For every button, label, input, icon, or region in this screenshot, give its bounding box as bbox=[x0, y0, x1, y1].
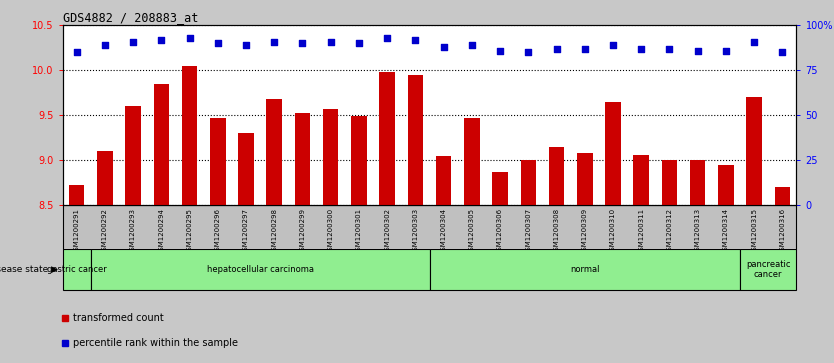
Bar bbox=[323, 109, 339, 363]
Bar bbox=[408, 75, 423, 363]
Point bbox=[352, 40, 365, 46]
Point bbox=[154, 37, 168, 43]
Bar bbox=[294, 114, 310, 363]
Bar bbox=[153, 84, 169, 363]
Bar bbox=[520, 160, 536, 363]
Bar bbox=[492, 172, 508, 363]
Point bbox=[635, 46, 648, 52]
Point bbox=[719, 48, 732, 53]
Point bbox=[550, 46, 563, 52]
Point bbox=[239, 42, 253, 48]
Bar bbox=[379, 72, 395, 363]
Text: GDS4882 / 208883_at: GDS4882 / 208883_at bbox=[63, 11, 198, 24]
Bar bbox=[125, 106, 141, 363]
Point bbox=[268, 39, 281, 45]
Point bbox=[606, 42, 620, 48]
Point bbox=[183, 35, 196, 41]
Bar bbox=[351, 116, 367, 363]
Point bbox=[465, 42, 479, 48]
Bar bbox=[775, 187, 790, 363]
Point bbox=[437, 44, 450, 50]
Bar bbox=[91, 249, 430, 290]
Bar bbox=[210, 118, 225, 363]
Point bbox=[127, 39, 140, 45]
Text: gastric cancer: gastric cancer bbox=[47, 265, 107, 274]
Point bbox=[380, 35, 394, 41]
Bar bbox=[239, 133, 254, 363]
Point bbox=[70, 49, 83, 55]
Point bbox=[494, 48, 507, 53]
Point bbox=[578, 46, 591, 52]
Point bbox=[409, 37, 422, 43]
Bar bbox=[740, 249, 796, 290]
Bar bbox=[549, 147, 565, 363]
Bar bbox=[464, 118, 480, 363]
Bar bbox=[69, 185, 84, 363]
Text: hepatocellular carcinoma: hepatocellular carcinoma bbox=[207, 265, 314, 274]
Bar bbox=[634, 155, 649, 363]
Point bbox=[324, 39, 338, 45]
Point bbox=[211, 40, 224, 46]
Point bbox=[747, 39, 761, 45]
Text: disease state ▶: disease state ▶ bbox=[0, 265, 58, 274]
Text: percentile rank within the sample: percentile rank within the sample bbox=[73, 338, 238, 348]
Bar bbox=[436, 156, 451, 363]
Bar bbox=[267, 99, 282, 363]
Bar bbox=[577, 153, 592, 363]
Text: pancreatic
cancer: pancreatic cancer bbox=[746, 260, 791, 279]
Bar bbox=[63, 249, 91, 290]
Bar bbox=[746, 97, 762, 363]
Text: normal: normal bbox=[570, 265, 600, 274]
Bar bbox=[97, 151, 113, 363]
Point bbox=[663, 46, 676, 52]
Bar bbox=[661, 160, 677, 363]
Point bbox=[521, 49, 535, 55]
Bar bbox=[718, 165, 734, 363]
Point bbox=[98, 42, 112, 48]
Point bbox=[296, 40, 309, 46]
Bar bbox=[182, 66, 198, 363]
Bar bbox=[430, 249, 740, 290]
Point bbox=[691, 48, 705, 53]
Bar bbox=[690, 160, 706, 363]
Text: transformed count: transformed count bbox=[73, 313, 163, 323]
Point bbox=[776, 49, 789, 55]
Bar bbox=[605, 102, 620, 363]
